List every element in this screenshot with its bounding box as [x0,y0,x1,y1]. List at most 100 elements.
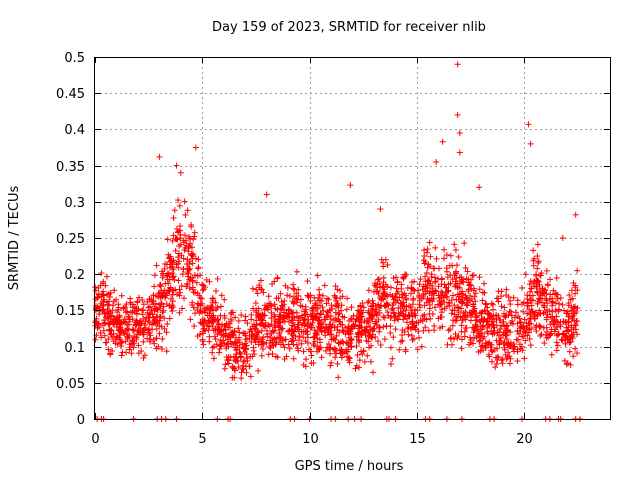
data-point [110,338,117,345]
data-point [186,233,193,240]
data-point [251,325,258,332]
data-point [565,319,572,326]
data-point [314,305,321,312]
data-point [233,346,240,353]
data-point [410,297,417,304]
data-point [103,273,110,280]
data-point [111,287,118,294]
data-point [568,307,575,314]
data-point [394,315,401,322]
data-point [132,322,139,329]
data-point [348,343,355,350]
data-point [189,277,196,284]
data-point [470,340,477,347]
x-tick-label: 15 [409,432,426,447]
data-point [459,294,466,301]
data-point [530,313,537,320]
data-point [246,329,253,336]
data-point [186,265,193,272]
data-point [163,329,170,336]
data-point [326,344,333,351]
data-point [259,317,266,324]
data-point [181,232,188,239]
data-point [448,297,455,304]
data-point [169,308,176,315]
data-point [574,304,581,311]
data-point [462,308,469,315]
data-point [169,274,176,281]
data-point [279,318,286,325]
data-point [157,305,164,312]
data-point [198,281,205,288]
data-point [195,256,202,263]
data-point [186,285,193,292]
data-point [439,323,446,330]
data-point [317,321,324,328]
data-point [446,300,453,307]
data-point [175,277,182,284]
data-point [314,272,321,279]
data-point [454,262,461,269]
data-point [184,280,191,287]
data-point [260,312,267,319]
data-point [399,274,406,281]
data-point [469,311,476,318]
y-tick-label: 0.25 [56,232,85,247]
data-point [414,346,421,353]
data-point [198,320,205,327]
data-point [313,330,320,337]
data-point [514,327,521,334]
data-point [281,344,288,351]
data-point [221,322,228,329]
data-point [476,274,483,281]
data-point [151,283,158,290]
data-point [441,299,448,306]
data-point [175,260,182,267]
data-point [381,336,388,343]
data-point [423,249,430,256]
data-point [409,318,416,325]
data-point [373,318,380,325]
data-point [503,292,510,299]
data-point [332,294,339,301]
data-point [462,325,469,332]
data-point [177,223,184,230]
data-point [555,308,562,315]
data-point [526,281,533,288]
data-point [521,355,528,362]
data-point [402,271,409,278]
data-point [544,282,551,289]
data-point [518,333,525,340]
data-point [437,313,444,320]
data-point [225,343,232,350]
data-point [551,328,558,335]
data-point [435,292,442,299]
data-point [483,340,490,347]
data-point [184,207,191,214]
data-point [525,329,532,336]
data-point [263,191,270,198]
data-point [429,298,436,305]
data-point [524,302,531,309]
data-point [451,241,458,248]
data-point [122,304,129,311]
data-point [94,325,101,332]
data-point [356,323,363,330]
data-point [552,307,559,314]
data-point [259,346,266,353]
data-point [302,338,309,345]
data-point [254,290,261,297]
data-point [427,315,434,322]
data-point [517,319,524,326]
data-point [179,305,186,312]
plot-frame [94,57,611,420]
data-point [109,334,116,341]
data-point [323,300,330,307]
data-point [260,334,267,341]
data-point [151,340,158,347]
data-point [139,311,146,318]
data-point [380,284,387,291]
data-point [407,290,414,297]
data-point [332,303,339,310]
